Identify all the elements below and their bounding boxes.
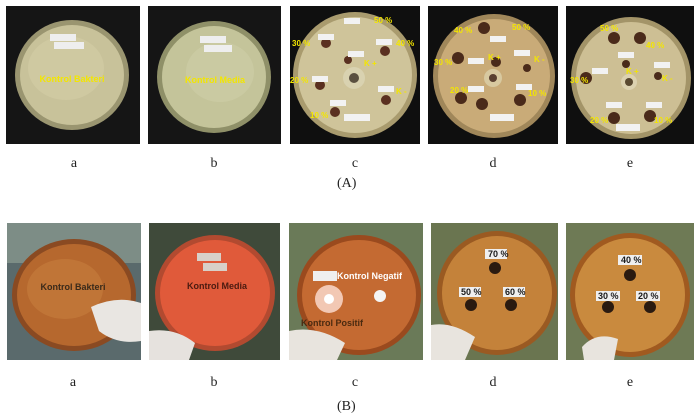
petri-photo-b-bacteria-control: Kontrol Bakteri (7, 223, 141, 360)
label-10: 10 % (654, 116, 672, 125)
caption-a-d: d (489, 156, 497, 171)
label-20: 20 % (450, 86, 468, 95)
label-10: 10 % (528, 89, 546, 98)
petri-photo-a-media-control: Kontrol Media (148, 6, 281, 144)
caption-b-b: b (210, 375, 218, 390)
label-50: 50 % (600, 24, 618, 33)
label-40: 40 % (646, 41, 664, 50)
caption-a-c: c (351, 156, 359, 171)
label-20: 20 % (638, 291, 659, 301)
caption-a-a: a (70, 156, 78, 171)
label-50: 50 % (374, 16, 392, 25)
label-40: 40 % (454, 26, 472, 35)
petri-photo-a-bacteria-control: Kontrol Bakteri (6, 6, 140, 144)
petri-photo-b-media-control: Kontrol Media (149, 223, 280, 360)
label-k-neg: K - (534, 55, 545, 64)
caption-a-b: b (210, 156, 218, 171)
label-k-neg: K - (662, 74, 673, 83)
caption-b-a: a (69, 375, 77, 390)
label-50: 50 % (461, 287, 482, 297)
caption-b-c: c (351, 375, 359, 390)
label-k-neg: K - (396, 87, 407, 96)
label-kontrol-bakteri: Kontrol Bakteri (39, 74, 104, 84)
label-30: 30 % (570, 76, 588, 85)
label-20: 20 % (590, 116, 608, 125)
section-label-a: (A) (337, 176, 357, 191)
petri-photo-a-c: 50 % 30 % 40 % 20 % 10 % K + K - (290, 6, 420, 144)
label-kontrol-media: Kontrol Media (187, 281, 248, 291)
label-30: 30 % (598, 291, 619, 301)
label-60: 60 % (505, 287, 526, 297)
caption-b-d: d (489, 375, 497, 390)
label-50: 50 % (512, 23, 530, 32)
section-label-b: (B) (337, 399, 356, 414)
petri-photo-a-d: 40 % 50 % 30 % K + K - 20 % 10 % (428, 6, 558, 144)
caption-b-e: e (626, 375, 634, 390)
label-20: 20 % (290, 76, 308, 85)
petri-photo-b-e: 40 % 30 % 20 % (566, 223, 694, 360)
label-kontrol-media: Kontrol Media (185, 75, 246, 85)
label-k-pos: K + (364, 59, 377, 68)
label-30: 30 % (292, 39, 310, 48)
caption-a-e: e (626, 156, 634, 171)
label-40: 40 % (621, 255, 642, 265)
label-kontrol-bakteri: Kontrol Bakteri (40, 282, 105, 292)
label-k-pos: K + (488, 53, 501, 62)
petri-photo-b-c: Kontrol Negatif Kontrol Positif (289, 223, 423, 360)
label-40: 40 % (396, 39, 414, 48)
petri-photo-b-d: 70 % 50 % 60 % (431, 223, 558, 360)
label-kontrol-negatif: Kontrol Negatif (337, 271, 403, 281)
label-70: 70 % (488, 249, 509, 259)
petri-photo-a-e: 50 % 40 % 30 % K + K - 20 % 10 % (566, 6, 694, 144)
label-kontrol-positif: Kontrol Positif (301, 318, 364, 328)
label-10: 10 % (310, 111, 328, 120)
label-k-pos: K + (626, 67, 639, 76)
label-30: 30 % (434, 58, 452, 67)
